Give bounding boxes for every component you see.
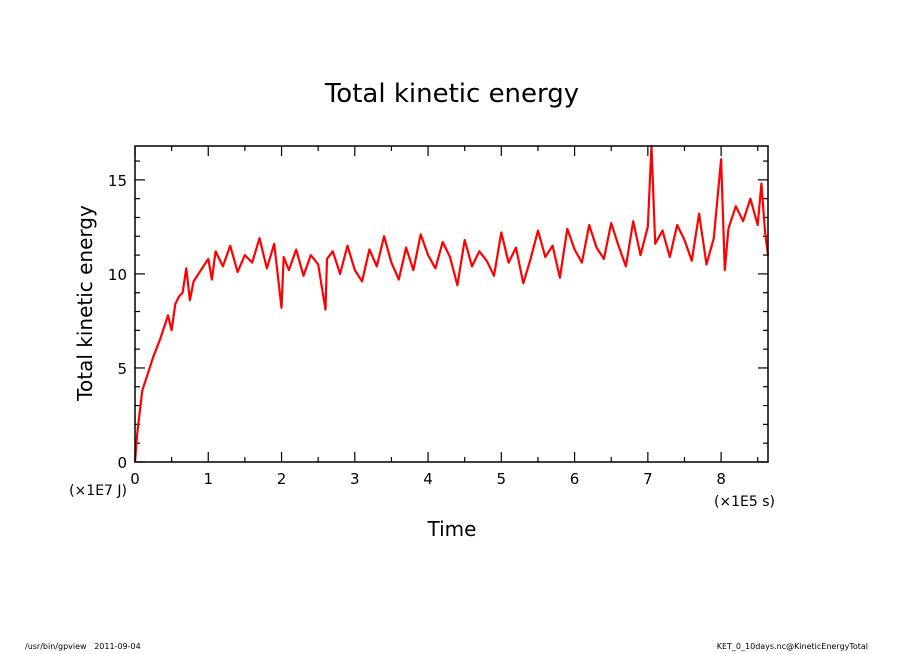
x-tick-label: 0 [130,470,140,488]
x-tick-label: 8 [716,470,726,488]
y-tick-label: 10 [108,266,127,284]
tick-labels: 0 1 2 3 4 5 6 7 8 0 5 10 15 [108,172,726,488]
x-tick-label: 1 [203,470,213,488]
plot-frame [134,145,769,463]
x-tick-label: 7 [643,470,653,488]
x-axis-label: Time [427,517,477,541]
x-tick-label: 5 [497,470,507,488]
x-tick-label: 4 [423,470,433,488]
y-unit-label: (×1E7 J) [69,483,127,499]
footer-left: /usr/bin/gpview 2011-09-04 [25,642,141,651]
x-tick-label: 6 [570,470,580,488]
y-tick-label: 15 [108,172,127,190]
footer-right: KET_0_10days.nc@KineticEnergyTotal [716,642,868,651]
x-tick-label: 2 [277,470,287,488]
chart-title: Total kinetic energy [324,79,579,109]
y-tick-label: 0 [117,454,127,472]
x-tick-label: 3 [350,470,360,488]
y-axis-label: Total kinetic energy [73,205,97,402]
x-unit-label: (×1E5 s) [714,494,775,510]
series-group [133,144,770,463]
series-line-0 [133,144,770,463]
axis-ticks [134,146,768,463]
y-tick-label: 5 [117,360,127,378]
